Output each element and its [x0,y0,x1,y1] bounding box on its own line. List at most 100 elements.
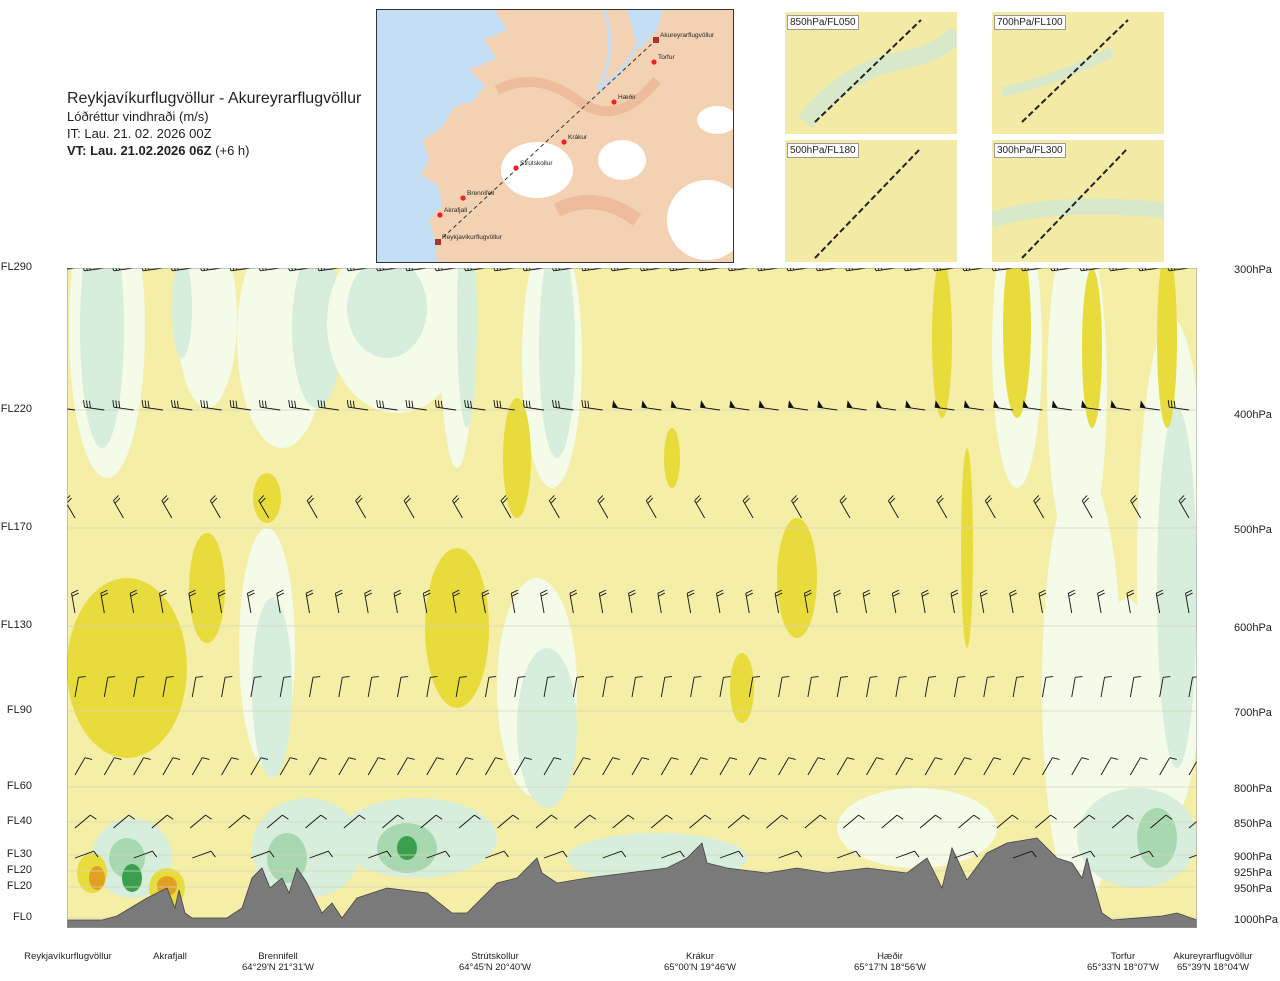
wind-barb [74,757,93,776]
wind-barb [572,757,591,776]
wind-barb [660,757,679,776]
pressure-label-right: 600hPa [1234,622,1272,634]
vertical-velocity-cell [664,428,680,488]
wind-barb [881,814,904,829]
route-point-marker [653,37,659,43]
vertical-velocity-cell [932,258,952,418]
wind-barb [376,399,398,411]
waypoint-label: Brennifell 64°29'N 21°31'W [242,951,314,973]
wind-barb [1035,814,1057,829]
wind-barb [481,589,490,614]
wind-barb [191,676,204,698]
wind-barb [500,495,512,519]
wind-barb [719,757,738,776]
wind-barb [581,399,603,411]
wind-barb [485,850,509,859]
wind-barb [700,400,721,411]
wind-barb [250,676,262,698]
vertical-velocity-cell [730,653,754,723]
wind-barb [338,676,350,698]
wind-barb [758,400,779,411]
wind-barb [250,850,275,859]
wind-barb [574,814,596,829]
wind-barb [661,850,685,859]
wind-barb [934,400,955,411]
waypoint-label: Torfur 65°33'N 18°07'W [1087,951,1159,973]
pressure-label-right: 950hPa [1234,883,1272,895]
terrain-profile [66,837,1198,929]
route-point-marker [437,212,443,218]
wind-barb [921,589,929,614]
wind-barb [1012,757,1031,776]
wind-barb [103,676,116,698]
level-label-left: FL20 [6,864,32,876]
cross-section-chart [51,148,1213,933]
wind-barb [343,814,366,829]
wind-barb [950,589,959,614]
wind-barb [1033,495,1045,519]
wind-barb [309,676,321,698]
wind-barb [670,400,691,411]
wind-barb [727,814,750,829]
route-point-label: Reykjavíkurflugvöllur [442,234,503,241]
wind-barb [984,495,996,519]
mini-map-label: 500hPa/FL180 [787,143,859,158]
wind-barb [334,589,343,614]
wind-barb [159,589,167,614]
vertical-velocity-cell [517,648,577,808]
pressure-label-right: 700hPa [1234,707,1272,719]
lead-time: (+6 h) [215,143,250,158]
wind-barb [403,495,415,519]
wind-barb [543,757,562,776]
wind-barb [426,676,438,698]
mini-map-850: 850hPa/FL050 [785,12,957,134]
wind-barb [804,814,827,829]
mini-map-700-graphic [992,12,1164,134]
wind-barb [612,814,635,829]
vertical-velocity-cell [1137,808,1177,868]
wind-barb [979,589,988,614]
vertical-velocity-cell [961,448,973,648]
wind-barb [355,495,366,519]
wind-barb [866,676,878,698]
level-label-left: FL90 [6,704,32,716]
wind-barb [133,850,158,859]
variable-label: Lóðréttur vindhraði (m/s) [67,109,209,124]
wind-barb [612,400,633,411]
wind-barb [993,400,1014,411]
wind-barb [602,757,620,776]
wind-barb [1111,814,1134,829]
wind-barb [1071,850,1096,859]
wind-barb [602,676,614,698]
pressure-label-right: 400hPa [1234,409,1272,421]
route-point-label: Akureyrarflugvöllur [660,32,715,39]
wind-barb [719,676,731,698]
wind-barb [514,757,532,776]
wind-barb [745,589,754,614]
level-label-left: FL40 [6,815,32,827]
waypoint-name: Strútskollur [471,951,519,962]
wind-barb [458,814,481,829]
level-label-left: FL0 [13,911,32,923]
wind-barb [774,589,783,614]
wind-barb [742,495,754,519]
wind-barb [1022,400,1043,411]
wind-barb [141,399,164,411]
wind-barb [188,589,197,614]
wind-barb [228,814,251,829]
vertical-velocity-cell [837,788,997,868]
pressure-label-right: 925hPa [1234,867,1272,879]
wind-barb [1071,676,1083,698]
wind-barb [103,757,122,776]
waypoint-name: Krákur [686,951,714,962]
wind-barb [1041,676,1054,698]
wind-barb [862,589,871,614]
wind-barb [1139,400,1160,411]
wind-barb [807,757,826,776]
wind-barb [246,589,255,614]
wind-barb [1012,850,1037,859]
wind-barb [133,676,145,698]
wind-barb [405,399,427,411]
wind-barb [221,676,233,698]
mini-map-850-graphic [785,12,957,134]
